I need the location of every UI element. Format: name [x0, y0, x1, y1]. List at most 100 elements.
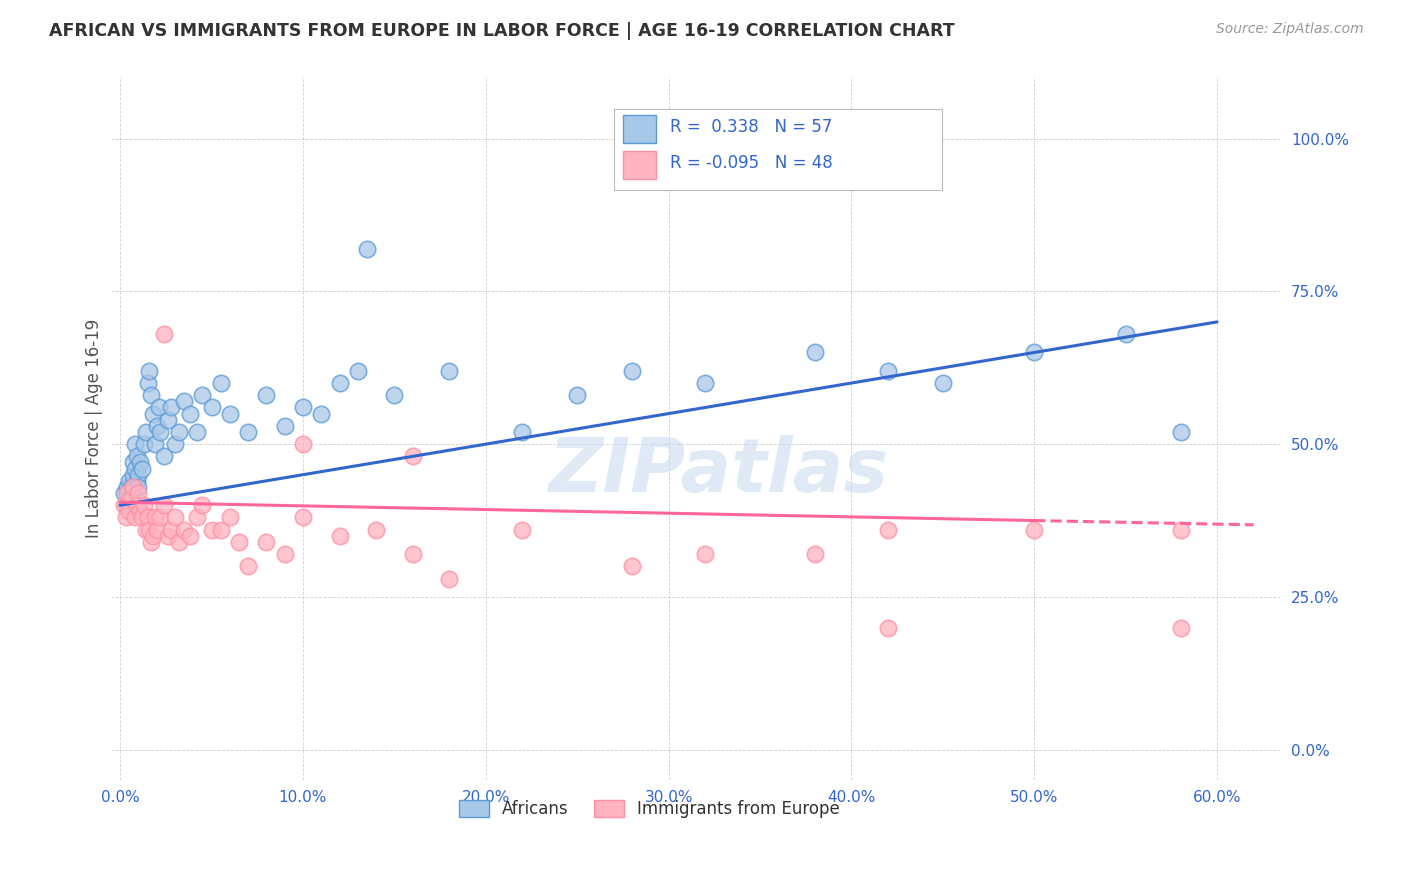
- FancyBboxPatch shape: [614, 109, 942, 190]
- Point: [145, 418, 167, 433]
- Point: [148, 401, 170, 415]
- Point: [136, 510, 159, 524]
- Point: [129, 455, 152, 469]
- Point: [877, 523, 900, 537]
- Point: [129, 504, 152, 518]
- Text: Source: ZipAtlas.com: Source: ZipAtlas.com: [1216, 22, 1364, 37]
- Point: [127, 486, 149, 500]
- Point: [512, 523, 534, 537]
- Point: [179, 407, 201, 421]
- Point: [621, 364, 644, 378]
- Point: [173, 394, 195, 409]
- Point: [218, 407, 240, 421]
- Point: [112, 486, 135, 500]
- Point: [273, 547, 295, 561]
- Point: [135, 523, 157, 537]
- Point: [512, 425, 534, 439]
- Point: [167, 535, 190, 549]
- Point: [273, 418, 295, 433]
- Legend: Africans, Immigrants from Europe: Africans, Immigrants from Europe: [453, 793, 846, 825]
- Point: [153, 450, 176, 464]
- Bar: [623, 115, 657, 143]
- Point: [149, 510, 172, 524]
- Point: [117, 486, 139, 500]
- Point: [142, 529, 165, 543]
- Point: [1170, 620, 1192, 634]
- Point: [236, 425, 259, 439]
- Text: AFRICAN VS IMMIGRANTS FROM EUROPE IN LABOR FORCE | AGE 16-19 CORRELATION CHART: AFRICAN VS IMMIGRANTS FROM EUROPE IN LAB…: [49, 22, 955, 40]
- Point: [437, 364, 460, 378]
- Point: [173, 523, 195, 537]
- Point: [186, 425, 208, 439]
- Point: [141, 535, 163, 549]
- Point: [328, 376, 350, 390]
- Point: [124, 461, 146, 475]
- Point: [160, 523, 183, 537]
- Point: [382, 388, 405, 402]
- Point: [122, 467, 145, 482]
- Point: [142, 407, 165, 421]
- Point: [156, 529, 179, 543]
- Point: [118, 492, 141, 507]
- Point: [114, 510, 136, 524]
- Point: [122, 455, 145, 469]
- Point: [401, 450, 423, 464]
- Point: [143, 437, 166, 451]
- Point: [328, 529, 350, 543]
- Point: [291, 401, 314, 415]
- Point: [118, 474, 141, 488]
- Point: [135, 425, 157, 439]
- Point: [291, 437, 314, 451]
- Point: [160, 401, 183, 415]
- Point: [1170, 523, 1192, 537]
- Point: [877, 364, 900, 378]
- Point: [149, 425, 172, 439]
- Point: [143, 510, 166, 524]
- Point: [346, 364, 368, 378]
- Point: [236, 559, 259, 574]
- Point: [191, 498, 214, 512]
- Point: [401, 547, 423, 561]
- Point: [125, 498, 148, 512]
- Bar: [623, 152, 657, 179]
- Point: [131, 510, 153, 524]
- Point: [228, 535, 250, 549]
- Point: [621, 559, 644, 574]
- Point: [120, 480, 142, 494]
- Point: [112, 498, 135, 512]
- Point: [125, 474, 148, 488]
- Point: [200, 401, 222, 415]
- Point: [695, 547, 717, 561]
- Point: [124, 510, 146, 524]
- Point: [1024, 345, 1046, 359]
- Point: [877, 620, 900, 634]
- Point: [309, 407, 332, 421]
- Point: [124, 437, 146, 451]
- Point: [120, 492, 142, 507]
- Point: [138, 523, 160, 537]
- Text: R =  0.338   N = 57: R = 0.338 N = 57: [671, 118, 832, 136]
- Point: [186, 510, 208, 524]
- Point: [804, 547, 827, 561]
- Point: [153, 327, 176, 342]
- Point: [136, 376, 159, 390]
- Point: [163, 510, 186, 524]
- Point: [156, 413, 179, 427]
- Text: ZIPatlas: ZIPatlas: [550, 434, 890, 508]
- Point: [364, 523, 387, 537]
- Point: [153, 498, 176, 512]
- Point: [437, 572, 460, 586]
- Point: [163, 437, 186, 451]
- Point: [138, 364, 160, 378]
- Point: [209, 523, 232, 537]
- Point: [695, 376, 717, 390]
- Point: [200, 523, 222, 537]
- Point: [356, 242, 378, 256]
- Point: [114, 498, 136, 512]
- Point: [167, 425, 190, 439]
- Point: [127, 480, 149, 494]
- Point: [118, 504, 141, 518]
- Point: [191, 388, 214, 402]
- Point: [209, 376, 232, 390]
- Point: [567, 388, 589, 402]
